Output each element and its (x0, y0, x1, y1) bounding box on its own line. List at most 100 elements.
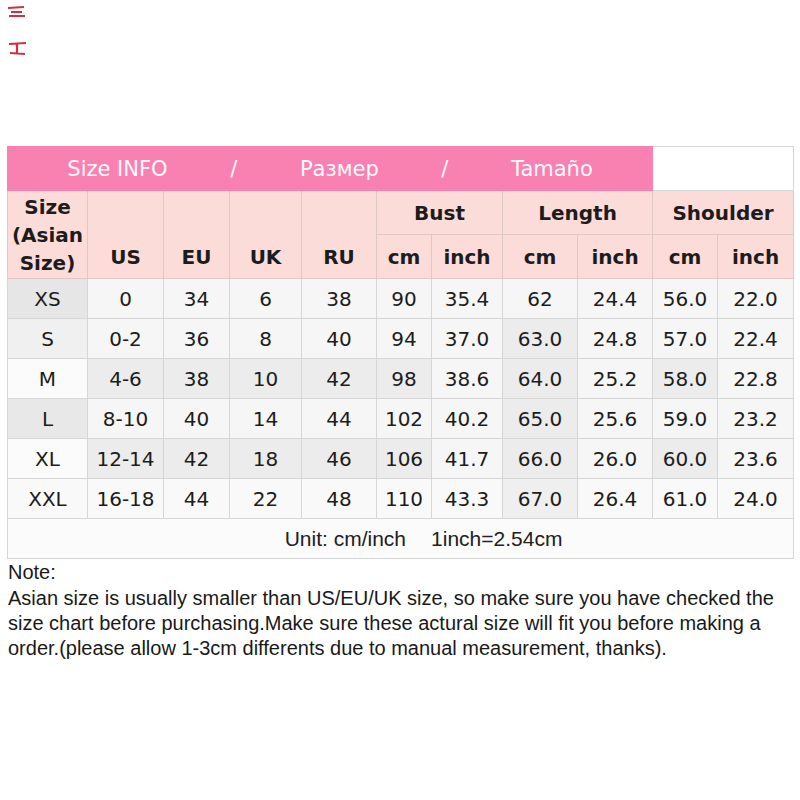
cell-shoulder-inch: 22.0 (718, 279, 794, 319)
header-length: Length (503, 191, 653, 235)
cell-shoulder-cm: 59.0 (653, 399, 718, 439)
size-chart-page: Size INFO / Размер / Tamaño Size (Asian … (0, 0, 800, 800)
cell-eu: 44 (164, 479, 230, 519)
cell-uk: 10 (230, 359, 302, 399)
cell-size: XXL (8, 479, 88, 519)
title-bar-empty-cell (653, 147, 794, 191)
table-title-row: Size INFO / Размер / Tamaño (8, 147, 794, 191)
cell-bust-inch: 40.2 (432, 399, 503, 439)
cell-eu: 42 (164, 439, 230, 479)
cell-length-inch: 26.0 (578, 439, 653, 479)
header-shoulder-cm: cm (653, 235, 718, 279)
cell-bust-cm: 110 (377, 479, 432, 519)
unit-conversion: 1inch=2.54cm (431, 527, 562, 551)
cell-ru: 42 (302, 359, 377, 399)
note-section: Note: Asian size is usually smaller than… (8, 560, 798, 661)
cell-length-inch: 25.6 (578, 399, 653, 439)
note-heading: Note: (8, 560, 798, 585)
header-eu: EU (164, 191, 230, 279)
cell-bust-inch: 37.0 (432, 319, 503, 359)
cell-shoulder-inch: 22.4 (718, 319, 794, 359)
cell-length-cm: 64.0 (503, 359, 578, 399)
note-line-2: size chart before purchasing.Make sure t… (8, 611, 798, 636)
unit-note-row: Unit: cm/inch 1inch=2.54cm (8, 519, 794, 559)
cell-bust-cm: 94 (377, 319, 432, 359)
table-row-l: L 8-10 40 14 44 102 40.2 65.0 25.6 59.0 … (8, 399, 794, 439)
size-info-table: Size INFO / Размер / Tamaño Size (Asian … (7, 146, 794, 559)
cell-length-inch: 26.4 (578, 479, 653, 519)
table-row-m: M 4-6 38 10 42 98 38.6 64.0 25.2 58.0 22… (8, 359, 794, 399)
cell-us: 8-10 (88, 399, 164, 439)
cell-length-inch: 24.8 (578, 319, 653, 359)
cell-eu: 40 (164, 399, 230, 439)
cell-length-cm: 65.0 (503, 399, 578, 439)
cell-bust-cm: 102 (377, 399, 432, 439)
cell-eu: 34 (164, 279, 230, 319)
table-row-xs: XS 0 34 6 38 90 35.4 62 24.4 56.0 22.0 (8, 279, 794, 319)
cell-size: XL (8, 439, 88, 479)
cell-bust-inch: 38.6 (432, 359, 503, 399)
title-slash-1: / (230, 157, 237, 181)
cell-size: XS (8, 279, 88, 319)
note-line-3: order.(please allow 1-3cm differents due… (8, 636, 798, 661)
cell-length-cm: 63.0 (503, 319, 578, 359)
cell-eu: 36 (164, 319, 230, 359)
header-shoulder-inch: inch (718, 235, 794, 279)
cell-ru: 48 (302, 479, 377, 519)
cell-us: 4-6 (88, 359, 164, 399)
header-length-cm: cm (503, 235, 578, 279)
cell-size: L (8, 399, 88, 439)
unit-label: Unit: cm/inch (285, 527, 406, 551)
header-uk: UK (230, 191, 302, 279)
header-size-asian-size: Size (Asian Size) (8, 191, 88, 279)
cell-uk: 14 (230, 399, 302, 439)
cell-bust-inch: 43.3 (432, 479, 503, 519)
cell-shoulder-inch: 24.0 (718, 479, 794, 519)
cell-shoulder-cm: 61.0 (653, 479, 718, 519)
cell-us: 16-18 (88, 479, 164, 519)
header-shoulder: Shoulder (653, 191, 794, 235)
cell-eu: 38 (164, 359, 230, 399)
header-bust-cm: cm (377, 235, 432, 279)
cell-ru: 40 (302, 319, 377, 359)
cell-shoulder-inch: 22.8 (718, 359, 794, 399)
cell-shoulder-inch: 23.2 (718, 399, 794, 439)
cell-bust-cm: 106 (377, 439, 432, 479)
table-row-xl: XL 12-14 42 18 46 106 41.7 66.0 26.0 60.… (8, 439, 794, 479)
red-artifact-mark (7, 41, 28, 56)
header-length-inch: inch (578, 235, 653, 279)
header-bust-inch: inch (432, 235, 503, 279)
cell-uk: 6 (230, 279, 302, 319)
cell-ru: 38 (302, 279, 377, 319)
cell-shoulder-cm: 58.0 (653, 359, 718, 399)
title-tamano: Tamaño (511, 157, 593, 181)
cell-bust-cm: 98 (377, 359, 432, 399)
title-razmer: Размер (300, 157, 379, 181)
cell-uk: 22 (230, 479, 302, 519)
table-row-s: S 0-2 36 8 40 94 37.0 63.0 24.8 57.0 22.… (8, 319, 794, 359)
cell-us: 12-14 (88, 439, 164, 479)
cell-size: M (8, 359, 88, 399)
cell-length-inch: 25.2 (578, 359, 653, 399)
title-slash-2: / (441, 157, 448, 181)
cell-length-cm: 67.0 (503, 479, 578, 519)
cell-length-inch: 24.4 (578, 279, 653, 319)
title-size-info: Size INFO (67, 157, 167, 181)
cell-ru: 44 (302, 399, 377, 439)
cell-uk: 18 (230, 439, 302, 479)
title-bar: Size INFO / Размер / Tamaño (8, 147, 653, 191)
cell-shoulder-inch: 23.6 (718, 439, 794, 479)
header-us: US (88, 191, 164, 279)
cell-uk: 8 (230, 319, 302, 359)
cell-length-cm: 62 (503, 279, 578, 319)
red-artifact-mark (7, 5, 26, 18)
note-line-1: Asian size is usually smaller than US/EU… (8, 586, 798, 611)
unit-note-cell: Unit: cm/inch 1inch=2.54cm (8, 519, 794, 559)
table-row-xxl: XXL 16-18 44 22 48 110 43.3 67.0 26.4 61… (8, 479, 794, 519)
cell-us: 0-2 (88, 319, 164, 359)
cell-length-cm: 66.0 (503, 439, 578, 479)
cell-ru: 46 (302, 439, 377, 479)
cell-us: 0 (88, 279, 164, 319)
header-ru: RU (302, 191, 377, 279)
cell-shoulder-cm: 56.0 (653, 279, 718, 319)
